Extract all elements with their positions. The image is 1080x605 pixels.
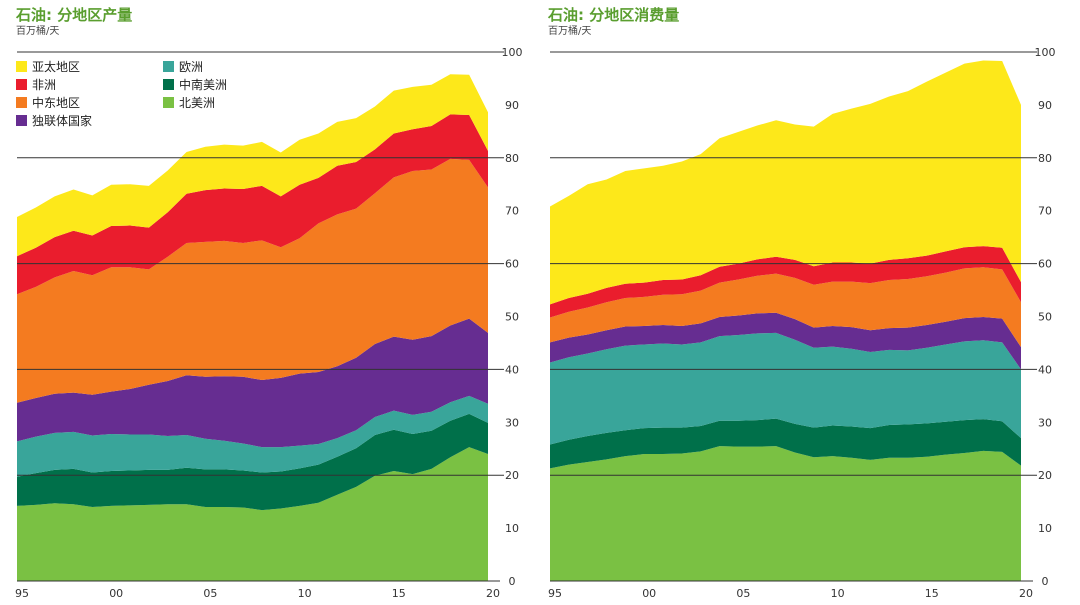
consumption-x-tick-label: 20 [1019,587,1033,600]
legend-swatch-asia-pacific [16,61,27,72]
production-chart: 0 10 20 30 40 50 60 70 80 90 100 95 00 05 10 15 20 [0,0,540,605]
consumption-x-tick-label: 15 [925,587,939,600]
legend-label-africa: 非洲 [32,76,56,93]
production-panel: 0 10 20 30 40 50 60 70 80 90 100 95 00 05 10 15 20 石油: 分… [0,0,540,605]
legend-label-asia-pacific: 亚太地区 [32,58,80,75]
consumption-unit-label: 百万桶/天 [548,22,591,37]
production-y-tick-label: 50 [505,311,519,324]
production-y-tick-label: 20 [505,469,519,482]
consumption-y-tick-label: 20 [1038,469,1052,482]
production-y-tick-label: 30 [505,416,519,429]
production-y-tick-label: 80 [505,152,519,165]
consumption-y-tick-label: 90 [1038,99,1052,112]
legend-label-south-central-america: 中南美洲 [179,76,227,93]
legend-swatch-europe [163,61,174,72]
consumption-y-tick-label: 50 [1038,311,1052,324]
legend-swatch-africa [16,79,27,90]
legend-label-cis: 独联体国家 [32,112,92,129]
legend-item-middle-east: 中东地区 [16,94,80,111]
legend-label-middle-east: 中东地区 [32,94,80,111]
production-y-tick-label: 0 [509,575,516,588]
legend-item-asia-pacific: 亚太地区 [16,58,80,75]
consumption-y-tick-label: 80 [1038,152,1052,165]
consumption-x-tick-label: 95 [548,587,562,600]
production-x-tick-label: 00 [109,587,123,600]
consumption-y-tick-label: 0 [1042,575,1049,588]
production-x-tick-label: 15 [392,587,406,600]
legend-item-europe: 欧洲 [163,58,203,75]
legend-swatch-cis [16,115,27,126]
production-x-tick-label: 10 [298,587,312,600]
production-x-tick-label: 95 [15,587,29,600]
consumption-y-tick-label: 70 [1038,205,1052,218]
consumption-y-tick-label: 30 [1038,416,1052,429]
consumption-y-tick-label: 100 [1035,46,1056,59]
legend-item-north-america: 北美洲 [163,94,215,111]
legend-item-south-central-america: 中南美洲 [163,76,227,93]
production-x-tick-label: 20 [486,587,500,600]
production-x-tick-label: 05 [203,587,217,600]
consumption-x-tick-label: 05 [736,587,750,600]
consumption-y-tick-label: 10 [1038,522,1052,535]
consumption-y-tick-label: 60 [1038,258,1052,271]
consumption-x-tick-label: 00 [642,587,656,600]
legend-label-europe: 欧洲 [179,58,203,75]
production-y-tick-label: 60 [505,258,519,271]
consumption-x-tick-label: 10 [831,587,845,600]
legend-swatch-south-central-america [163,79,174,90]
production-y-tick-label: 70 [505,205,519,218]
production-unit-label: 百万桶/天 [16,22,59,37]
consumption-chart: 0 10 20 30 40 50 60 70 80 90 100 95 00 05 10 15 20 [540,0,1080,605]
production-y-tick-label: 100 [502,46,523,59]
legend-label-north-america: 北美洲 [179,94,215,111]
consumption-y-tick-label: 40 [1038,363,1052,376]
legend-item-africa: 非洲 [16,76,56,93]
legend-item-cis: 独联体国家 [16,112,92,129]
production-y-tick-label: 10 [505,522,519,535]
production-y-tick-label: 90 [505,99,519,112]
legend-swatch-middle-east [16,97,27,108]
legend-swatch-north-america [163,97,174,108]
production-y-tick-label: 40 [505,363,519,376]
consumption-area-north-america [550,446,1021,581]
consumption-panel: 0 10 20 30 40 50 60 70 80 90 100 95 00 05 10 15 20 石油: 分… [540,0,1080,605]
